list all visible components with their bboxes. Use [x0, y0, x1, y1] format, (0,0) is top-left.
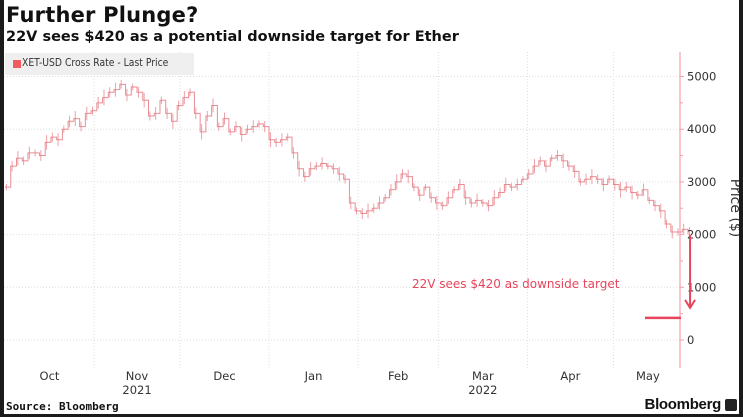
- brand-logo: Bloomberg: [644, 396, 722, 413]
- x-year-label: 2021: [122, 383, 151, 397]
- legend-swatch: [13, 60, 21, 68]
- x-tick-label: Dec: [213, 369, 235, 383]
- y-tick-label: 4000: [687, 122, 716, 136]
- arrow-down-icon: [684, 299, 696, 310]
- x-year-label: 2022: [468, 383, 497, 397]
- annotations: 22V sees $420 as downside target: [412, 234, 696, 320]
- chart-subtitle: 22V sees $420 as a potential downside ta…: [6, 29, 459, 45]
- chart-frame: Further Plunge? 22V sees $420 as a poten…: [4, 0, 739, 414]
- bloomberg-terminal-icon: [725, 399, 737, 411]
- annotation-text: 22V sees $420 as downside target: [412, 277, 620, 291]
- grid-lines: [4, 52, 680, 368]
- price-line: [5, 83, 689, 235]
- y-tick-label: 2000: [687, 228, 716, 242]
- y-axis-title: Price ($): [727, 179, 739, 237]
- source-label: Source: Bloomberg: [6, 400, 119, 413]
- legend: XET-USD Cross Rate - Last Price: [5, 53, 194, 75]
- y-tick-label: 0: [687, 333, 694, 347]
- y-tick-label: 5000: [687, 70, 716, 84]
- chart-title: Further Plunge?: [6, 3, 199, 27]
- x-tick-label: Feb: [388, 369, 408, 383]
- y-tick-label: 3000: [687, 175, 716, 189]
- x-tick-label: Apr: [560, 369, 580, 383]
- y-tick-label: 1000: [687, 280, 716, 294]
- x-tick-label: Mar: [472, 369, 494, 383]
- y-axis: 0 1000 2000 3000 4000 5000 Price ($): [679, 52, 739, 368]
- x-tick-label: May: [636, 369, 660, 383]
- price-series: [5, 80, 690, 243]
- x-tick-label: Nov: [126, 369, 149, 383]
- x-tick-label: Oct: [40, 369, 60, 383]
- x-tick-label: Jan: [304, 369, 323, 383]
- legend-label: XET-USD Cross Rate - Last Price: [22, 57, 169, 69]
